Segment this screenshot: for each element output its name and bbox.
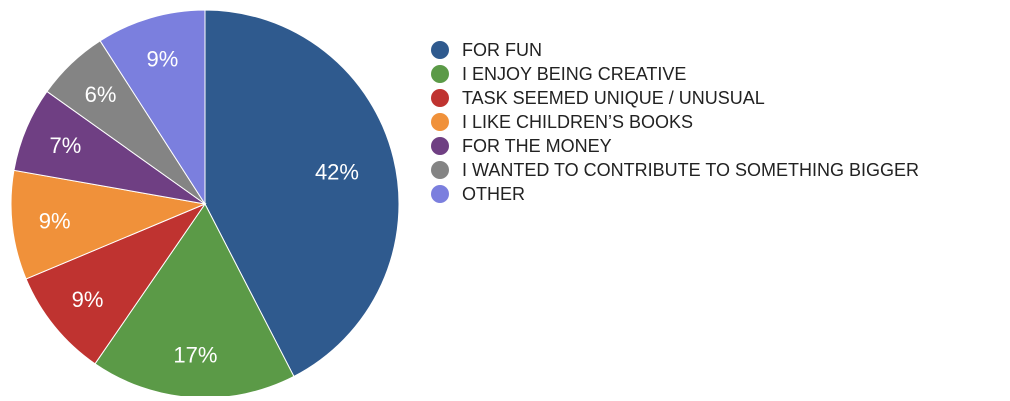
legend-item: I LIKE CHILDREN’S BOOKS <box>431 112 693 132</box>
legend-item: FOR THE MONEY <box>431 136 612 156</box>
legend-marker <box>431 161 449 179</box>
pie-data-label: 6% <box>85 82 117 107</box>
legend-label: OTHER <box>462 184 525 204</box>
legend-item: I ENJOY BEING CREATIVE <box>431 64 686 84</box>
legend-marker <box>431 65 449 83</box>
pie-data-label: 7% <box>50 133 82 158</box>
legend-label: TASK SEEMED UNIQUE / UNUSUAL <box>462 88 765 108</box>
legend-item: OTHER <box>431 184 525 204</box>
legend-marker <box>431 41 449 59</box>
legend-label: I WANTED TO CONTRIBUTE TO SOMETHING BIGG… <box>462 160 919 180</box>
pie-data-label: 9% <box>72 287 104 312</box>
legend-marker <box>431 89 449 107</box>
pie-slice <box>204 9 400 378</box>
legend-item: TASK SEEMED UNIQUE / UNUSUAL <box>431 88 765 108</box>
legend-item: FOR FUN <box>431 40 542 60</box>
pie-data-label: 9% <box>39 208 71 233</box>
legend-marker <box>431 185 449 203</box>
pie-slice <box>25 202 207 365</box>
pie-data-labels: 42% 17% 9% 9% 7% 6% 9% <box>39 46 359 367</box>
pie-data-label: 17% <box>173 343 217 368</box>
pie-data-label: 9% <box>146 46 178 71</box>
legend-marker <box>431 137 449 155</box>
legend-label: I ENJOY BEING CREATIVE <box>462 64 686 84</box>
legend-marker <box>431 113 449 131</box>
pie-slice <box>10 169 207 280</box>
pie-slices <box>10 9 400 399</box>
legend-item: I WANTED TO CONTRIBUTE TO SOMETHING BIGG… <box>431 160 919 180</box>
legend-label: I LIKE CHILDREN’S BOOKS <box>462 112 693 132</box>
legend-label: FOR FUN <box>462 40 542 60</box>
legend: FOR FUN I ENJOY BEING CREATIVE TASK SEEMED… <box>431 40 919 204</box>
pie-slice <box>99 9 206 206</box>
pie-data-label: 42% <box>315 159 359 184</box>
legend-label: FOR THE MONEY <box>462 136 612 156</box>
